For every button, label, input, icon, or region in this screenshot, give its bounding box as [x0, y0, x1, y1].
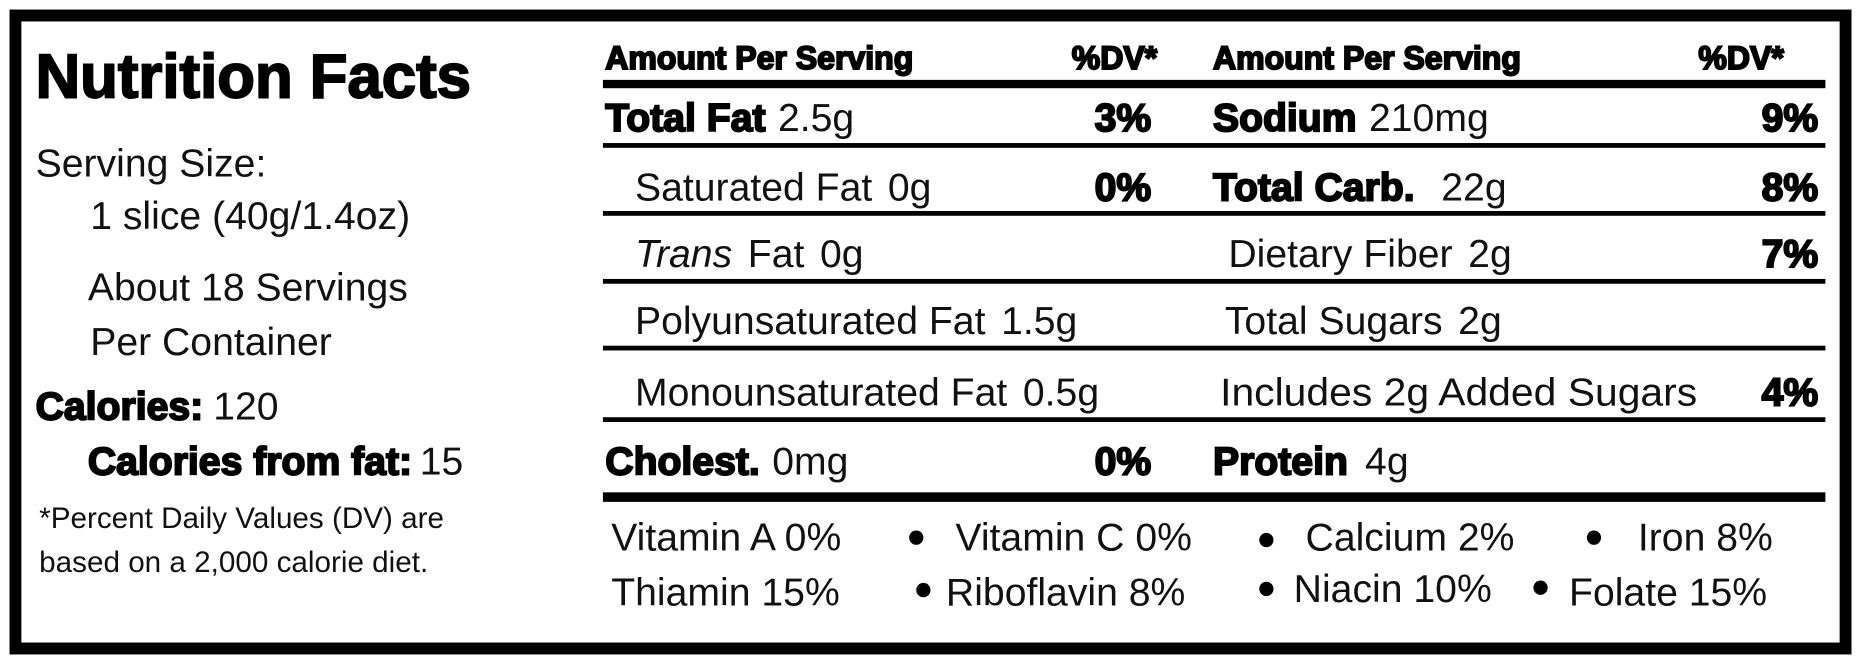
vitamin: Thiamin 15%	[611, 571, 840, 615]
bullet	[916, 582, 931, 598]
nutrient-dv: 0%	[1095, 439, 1152, 483]
nutrient-name: Total Fat	[605, 96, 765, 140]
servings-line: About 18 Servings	[88, 265, 408, 309]
rule	[602, 278, 1826, 284]
nutrient-row: Total Carb. 22g	[1213, 165, 1507, 209]
nutrient-name: Total Sugars	[1225, 299, 1443, 343]
nutrient-prefix: Trans	[635, 232, 732, 276]
nutrient-dv: 3%	[1095, 96, 1152, 140]
serving-size: 1 slice (40g/1.4oz)	[90, 194, 410, 238]
label-title: Nutrition Facts	[36, 43, 471, 112]
nutrient-amount: 0mg	[772, 439, 848, 483]
label-border	[9, 9, 1852, 655]
column-header: %DV*	[1698, 40, 1784, 76]
nutrient-name: Protein	[1213, 439, 1348, 483]
rule	[602, 345, 1826, 351]
nutrient-row: Trans Fat 0g	[635, 232, 864, 276]
nutrient-amount: 0.5g	[1023, 370, 1099, 414]
rule	[602, 143, 1826, 148]
nutrient-amount: 1.5g	[1001, 299, 1077, 343]
footnote: *Percent Daily Values (DV) are	[39, 502, 444, 535]
rule	[602, 211, 1826, 216]
nutrient-row: Total Fat 2.5g	[605, 96, 854, 140]
nutrient-row: Monounsaturated Fat 0.5g	[635, 370, 1099, 414]
nutrient-row: Saturated Fat 0g	[635, 165, 932, 209]
calories-value: 120	[213, 385, 278, 429]
nutrient-dv: 4%	[1762, 370, 1819, 414]
nutrient-amount: 2.5g	[778, 96, 854, 140]
nutrient-amount: 210mg	[1369, 96, 1489, 140]
nutrient-row: Total Sugars 2g	[1225, 299, 1502, 343]
vitamin: Niacin 10%	[1294, 567, 1492, 611]
nutrient-name: Total Carb.	[1213, 165, 1415, 209]
nutrient-amount: 4g	[1365, 439, 1409, 483]
bullet	[1259, 532, 1274, 548]
nutrient-amount: 22g	[1441, 165, 1506, 209]
nutrient-dv: 9%	[1762, 96, 1819, 140]
calories-from-fat-value: 15	[420, 439, 464, 483]
nutrient-amount: 0g	[820, 232, 864, 276]
nutrient-amount: 2g	[1458, 299, 1502, 343]
nutrient-name: Monounsaturated Fat	[635, 370, 1007, 414]
nutrient-name: Saturated Fat	[635, 165, 872, 209]
nutrient-row: Protein 4g	[1213, 439, 1409, 483]
vitamin: Folate 15%	[1569, 571, 1767, 615]
calories-from-fat: Calories from fat: 15	[88, 439, 463, 483]
column-header: %DV*	[1072, 40, 1158, 76]
vitamin: Vitamin A 0%	[611, 516, 841, 560]
calories-from-fat-label: Calories from fat:	[88, 439, 412, 483]
calories: Calories: 120	[36, 385, 279, 429]
bullet	[1586, 530, 1602, 545]
vitamin: Calcium 2%	[1306, 516, 1515, 560]
nutrient-name: Fat	[748, 232, 805, 276]
nutrient-dv: 7%	[1762, 232, 1819, 276]
nutrient-row: Cholest. 0mg	[605, 439, 848, 483]
vitamin: Riboflavin 8%	[946, 571, 1185, 615]
nutrient-amount: 0g	[888, 165, 932, 209]
thick-rule	[602, 79, 1826, 89]
nutrient-dv: 0%	[1095, 165, 1152, 209]
nutrient-name: Cholest.	[605, 439, 760, 483]
bullet	[909, 530, 924, 545]
calories-label: Calories:	[36, 385, 204, 429]
servings-line: Per Container	[90, 320, 332, 364]
nutrient-row: Sodium 210mg	[1213, 96, 1489, 140]
column-header: Amount Per Serving	[605, 40, 913, 76]
column-header: Amount Per Serving	[1213, 40, 1521, 76]
vitamin: Vitamin C 0%	[955, 516, 1192, 560]
nutrient-name: Includes 2g Added Sugars	[1220, 370, 1697, 414]
nutrient-name: Dietary Fiber	[1228, 232, 1452, 276]
footnote: based on a 2,000 calorie diet.	[39, 546, 428, 579]
nutrient-row: Dietary Fiber 2g	[1228, 232, 1511, 276]
serving-label: Serving Size:	[36, 141, 267, 185]
bullet	[1533, 580, 1548, 595]
nutrient-amount: 2g	[1468, 232, 1512, 276]
vitamin: Iron 8%	[1638, 516, 1773, 560]
nutrient-dv: 8%	[1762, 165, 1819, 209]
nutrient-name: Sodium	[1213, 96, 1357, 140]
nutrient-row: Polyunsaturated Fat 1.5g	[635, 299, 1077, 343]
bullet	[1259, 581, 1274, 597]
rule	[602, 417, 1826, 423]
nutrient-name: Polyunsaturated Fat	[635, 299, 986, 343]
thick-rule	[602, 492, 1826, 502]
